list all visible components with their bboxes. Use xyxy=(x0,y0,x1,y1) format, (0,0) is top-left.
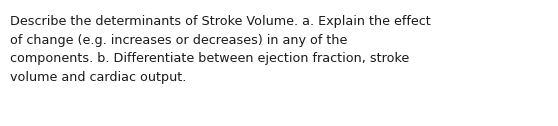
Text: Describe the determinants of Stroke Volume. a. Explain the effect
of change (e.g: Describe the determinants of Stroke Volu… xyxy=(10,15,431,84)
